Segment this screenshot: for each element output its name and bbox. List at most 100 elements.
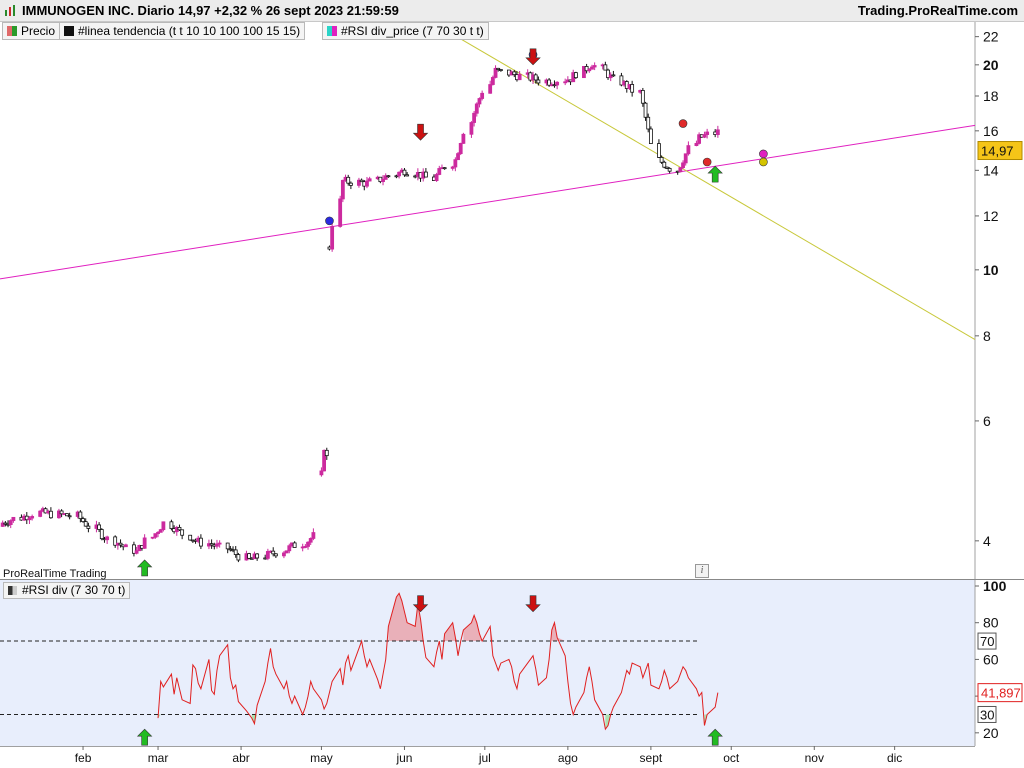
rsi-legend[interactable]: #RSI div (7 30 70 t) (3, 582, 131, 599)
candle-body (619, 75, 624, 86)
candle-body (198, 537, 203, 547)
rsi-level-label: 70 (980, 634, 994, 649)
candle-body (271, 550, 276, 555)
candle-body (667, 168, 672, 172)
candle-body (592, 65, 597, 68)
candle-body (265, 551, 270, 559)
rsi-level-label: 30 (980, 707, 994, 722)
candle-body (319, 470, 324, 476)
candle-body (648, 128, 653, 144)
rsi-legend-label: #RSI div (7 30 70 t) (22, 583, 126, 597)
candle-body (292, 542, 297, 548)
candle-body (490, 77, 495, 85)
candle-body (555, 81, 560, 86)
candle-body (386, 175, 391, 178)
candle-body (311, 532, 316, 539)
candle-body (225, 542, 230, 550)
candle-body (118, 542, 123, 546)
candle-body (233, 549, 238, 555)
rsi-level-box (977, 632, 997, 650)
candle-body (367, 178, 372, 182)
title-bar: IMMUNOGEN INC. Diario 14,97 +2,32 % 26 s… (0, 0, 1024, 22)
candle-body (97, 524, 102, 530)
candle-body (683, 153, 688, 164)
candle-body (705, 131, 710, 135)
candle-body (161, 521, 166, 531)
candle-body (330, 226, 335, 250)
candle-body (180, 529, 185, 536)
candle-body (681, 162, 685, 169)
legend-item-precio[interactable]: Precio (2, 22, 61, 40)
x-tick-label: jun (395, 751, 412, 765)
candle-body (453, 159, 458, 168)
candle-body (30, 516, 35, 519)
y-tick-label: 14 (983, 162, 999, 178)
candle-body (177, 526, 182, 531)
candle-body (657, 143, 661, 158)
y-tick-label: 22 (983, 29, 999, 45)
candle-body (643, 102, 648, 118)
y-tick-label: 20 (983, 57, 999, 73)
candle-body (573, 72, 578, 79)
candle-body (697, 134, 702, 144)
candle-body (247, 553, 252, 559)
candle-body (8, 520, 13, 525)
candle-body (587, 68, 592, 72)
candle-body (255, 553, 260, 559)
candle-body (456, 153, 460, 161)
candle-body (217, 542, 222, 545)
rsi-line (157, 592, 719, 731)
trendline-resistance (449, 32, 976, 340)
candle-body (694, 143, 699, 147)
candle-body (306, 541, 310, 547)
x-tick-label: jul (478, 751, 491, 765)
candle-body (458, 142, 463, 154)
rsi-y-tick-label: 20 (983, 725, 999, 741)
candle-body (11, 516, 16, 521)
candle-body (394, 175, 399, 178)
brand-watermark: ProRealTime Trading (3, 568, 107, 580)
chart-title: IMMUNOGEN INC. Diario 14,97 +2,32 % 26 s… (22, 3, 399, 18)
candle-body (348, 182, 353, 186)
x-tick-label: oct (723, 751, 740, 765)
candle-body (81, 518, 85, 523)
last-price-box (977, 141, 1023, 161)
candle-body (359, 179, 364, 183)
rsi-last-value-box (977, 683, 1023, 703)
legend-swatch-precio (7, 26, 17, 36)
candle-body (303, 546, 308, 548)
candle-body (284, 550, 289, 554)
candle-body (584, 66, 589, 72)
candle-body (640, 90, 645, 104)
candle-body (57, 510, 61, 519)
buy-arrow-icon (707, 728, 723, 746)
candle-body (273, 553, 278, 557)
candle-body (536, 79, 541, 84)
candle-body (450, 166, 455, 169)
legend-item-rsi-div-price[interactable]: #RSI div_price (7 70 30 t t) (322, 22, 489, 40)
candle-body (381, 178, 385, 183)
candle-body (324, 449, 329, 457)
candle-body (702, 134, 707, 138)
candle-body (338, 198, 343, 227)
brand-link[interactable]: Trading.ProRealTime.com (857, 3, 1018, 18)
candle-body (150, 536, 155, 539)
info-button[interactable]: i (695, 564, 709, 578)
legend-swatch-linea (64, 26, 74, 36)
candle-body (86, 525, 91, 529)
candle-body (437, 168, 442, 175)
candle-body (340, 179, 345, 200)
rsi-overbought-fill (388, 593, 424, 642)
candle-body (665, 166, 669, 169)
price-layer (0, 32, 976, 577)
candle-body (0, 522, 5, 527)
legend-item-linea-tendencia[interactable]: #linea tendencia (t t 10 10 100 100 15 1… (59, 22, 306, 40)
rsi-y-tick-label: 100 (983, 578, 1007, 594)
candle-body (383, 175, 388, 180)
candle-body (582, 66, 586, 79)
candle-body (123, 544, 128, 548)
candle-body (517, 73, 522, 81)
candle-body (38, 510, 43, 517)
candle-body (67, 515, 72, 518)
